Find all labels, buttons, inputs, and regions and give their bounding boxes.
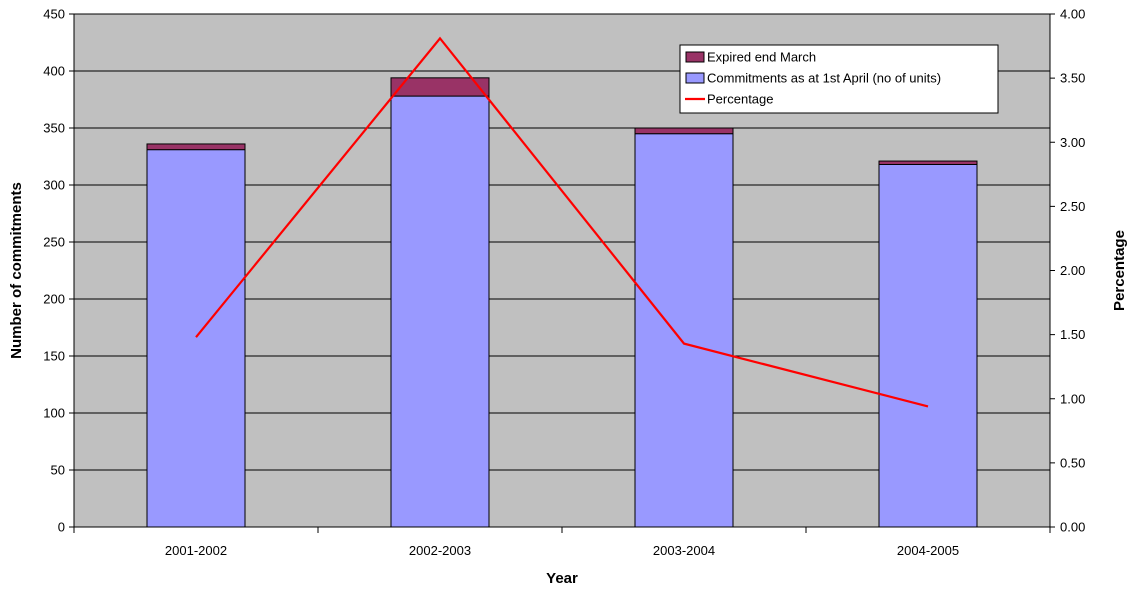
legend-label: Expired end March	[707, 50, 816, 65]
y2-tick-labels: 0.00 0.50 1.00 1.50 2.00 2.50 3.00 3.50 4.00	[1060, 7, 1085, 535]
legend-label: Percentage	[707, 92, 774, 107]
y2-tick-label: 0.50	[1060, 455, 1085, 470]
bar-commitments-as-at-1st-april-no-of-units-2003-2004	[635, 134, 733, 527]
y2-axis-title: Percentage	[1111, 230, 1128, 311]
y2-tick-label: 3.00	[1060, 135, 1085, 150]
y-tick-label: 0	[58, 520, 65, 535]
y2-tick-label: 2.50	[1060, 199, 1085, 214]
y-tick-label: 350	[43, 121, 65, 136]
x-tick-label: 2004-2005	[897, 543, 959, 558]
x-tick-label: 2001-2002	[165, 543, 227, 558]
bar-commitments-as-at-1st-april-no-of-units-2004-2005	[879, 164, 977, 527]
legend-label: Commitments as at 1st April (no of units…	[707, 71, 941, 86]
y-tick-label: 250	[43, 235, 65, 250]
y-tick-label: 300	[43, 178, 65, 193]
bar-expired-end-march-2004-2005	[879, 161, 977, 164]
x-tick-labels: 2001-2002 2002-2003 2003-2004 2004-2005	[165, 543, 959, 558]
legend-swatch	[686, 52, 704, 62]
y2-tick-label: 1.00	[1060, 391, 1085, 406]
bar-commitments-as-at-1st-april-no-of-units-2001-2002	[147, 150, 245, 527]
x-axis-title: Year	[546, 570, 578, 587]
y-axis-title: Number of commitments	[8, 182, 25, 359]
y-tick-label: 400	[43, 64, 65, 79]
y2-tick-label: 3.50	[1060, 71, 1085, 86]
y-tick-labels: 0 50 100 150 200 250 300 350 400 450	[43, 7, 65, 535]
y-tick-label: 200	[43, 292, 65, 307]
bar-expired-end-march-2003-2004	[635, 128, 733, 134]
legend: Expired end March Commitments as at 1st A…	[680, 45, 998, 113]
y2-tick-label: 1.50	[1060, 327, 1085, 342]
x-tick-label: 2002-2003	[409, 543, 471, 558]
bar-commitments-as-at-1st-april-no-of-units-2002-2003	[391, 96, 489, 527]
bar-expired-end-march-2001-2002	[147, 144, 245, 150]
x-tick-label: 2003-2004	[653, 543, 715, 558]
y2-tick-label: 2.00	[1060, 263, 1085, 278]
y-tick-label: 150	[43, 349, 65, 364]
y2-tick-label: 0.00	[1060, 520, 1085, 535]
y2-tick-label: 4.00	[1060, 7, 1085, 22]
y-tick-label: 100	[43, 406, 65, 421]
legend-swatch	[686, 73, 704, 83]
y-tick-label: 50	[51, 463, 65, 478]
y-tick-label: 450	[43, 7, 65, 22]
